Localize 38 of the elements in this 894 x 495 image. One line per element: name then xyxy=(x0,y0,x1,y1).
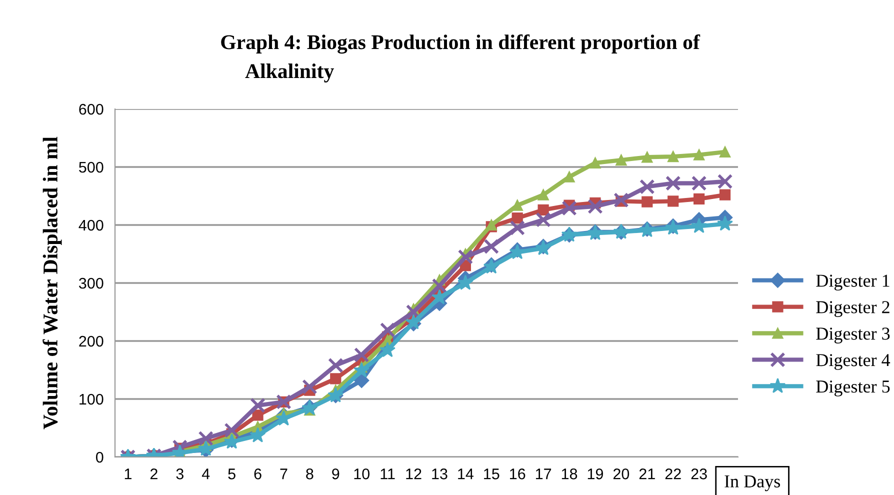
legend-label: Digester 5 xyxy=(816,380,890,396)
x-tick-label: 19 xyxy=(588,468,604,480)
y-tick-label: 400 xyxy=(78,220,104,231)
x-tick-label: 6 xyxy=(254,468,262,480)
y-tick-label: 600 xyxy=(79,104,104,115)
chart-title: Graph 4: Biogas Production in different proportion of Alkalinity xyxy=(221,34,700,82)
x-tick-label: 16 xyxy=(510,468,526,480)
x-tick-label: 2 xyxy=(150,468,158,480)
y-tick-label: 500 xyxy=(79,162,104,173)
x-tick-label: 22 xyxy=(665,468,681,480)
x-tick-label: 1 xyxy=(124,468,132,480)
x-tick-label: 23 xyxy=(691,468,707,480)
x-tick-label: 20 xyxy=(613,468,630,480)
y-tick-label: 100 xyxy=(80,394,104,405)
x-axis-title: In Days xyxy=(724,475,780,492)
x-tick-label: 3 xyxy=(176,468,184,480)
x-tick-label: 17 xyxy=(536,468,552,480)
x-tick-label: 10 xyxy=(354,468,370,480)
x-tick-label: 5 xyxy=(228,468,236,480)
y-tick-label: 200 xyxy=(79,336,104,347)
x-tick-label: 11 xyxy=(380,468,395,480)
x-tick-label: 18 xyxy=(562,468,578,480)
y-tick-label: 0 xyxy=(96,452,104,463)
y-tick-label: 300 xyxy=(78,278,104,289)
x-tick-label: 7 xyxy=(280,468,288,480)
x-tick-label: 4 xyxy=(202,468,210,480)
x-tick-label: 9 xyxy=(332,468,340,480)
x-tick-label: 13 xyxy=(432,468,448,480)
legend-label: Digester 1 xyxy=(816,274,890,291)
legend-label: Digester 2 xyxy=(816,301,890,317)
x-tick-label: 14 xyxy=(458,468,474,480)
x-tick-label: 21 xyxy=(639,468,655,480)
legend-label: Digester 4 xyxy=(816,354,890,370)
y-axis-title: Volume of Water Displaced in ml xyxy=(42,136,62,430)
x-tick-label: 15 xyxy=(484,468,500,480)
legend-label: Digester 3 xyxy=(816,328,890,344)
x-tick-label: 8 xyxy=(306,468,314,480)
x-tick-label: 12 xyxy=(406,468,422,480)
